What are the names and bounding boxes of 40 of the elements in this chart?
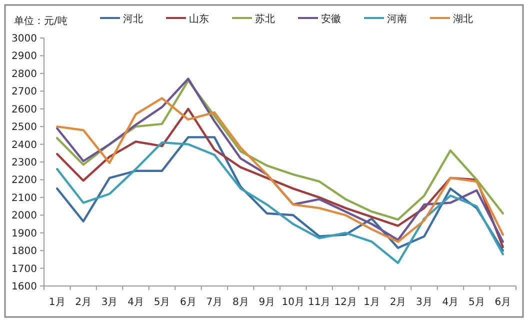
x-tick-label: 10月 <box>282 297 304 308</box>
y-tick-label: 2500 <box>12 122 37 134</box>
x-tick-label: 7月 <box>206 297 223 308</box>
y-tick-label: 1600 <box>12 282 37 292</box>
x-tick-label: 12月 <box>334 297 357 308</box>
y-tick-label: 2400 <box>12 140 37 151</box>
y-tick-label: 2200 <box>12 175 37 186</box>
x-tick-label: 1月 <box>364 297 380 308</box>
legend-label: 河南 <box>387 13 407 25</box>
x-tick-label: 2月 <box>75 297 92 308</box>
legend-label: 河北 <box>123 13 143 25</box>
y-tick-label: 1800 <box>12 246 37 258</box>
x-tick-label: 3月 <box>416 297 432 308</box>
y-tick-label: 1700 <box>12 264 37 275</box>
x-tick-label: 4月 <box>128 297 144 308</box>
y-tick-label: 2100 <box>12 192 37 204</box>
x-tick-label: 6月 <box>180 297 196 308</box>
y-tick-label: 2600 <box>12 104 37 116</box>
x-tick-label: 4月 <box>442 297 459 308</box>
x-tick-label: 8月 <box>232 297 249 308</box>
y-tick-label: 2300 <box>12 158 37 168</box>
x-tick-label: 6月 <box>494 297 512 308</box>
x-tick-label: 2月 <box>390 297 406 308</box>
y-tick-label: 2900 <box>12 51 37 62</box>
legend-label: 山东 <box>189 13 209 25</box>
legend-label: 安徽 <box>321 13 341 25</box>
x-tick-label: 5月 <box>468 297 485 308</box>
x-tick-label: 9月 <box>258 297 276 308</box>
y-tick-label: 2800 <box>12 68 37 80</box>
y-axis-title: 单位：元/吨 <box>14 15 68 27</box>
y-tick-label: 1900 <box>12 228 37 240</box>
y-tick-label: 3000 <box>12 34 37 44</box>
y-tick-label: 2700 <box>12 86 37 98</box>
x-tick-label: 11月 <box>308 297 331 308</box>
x-tick-label: 5月 <box>154 297 170 308</box>
y-tick-label: 2000 <box>12 210 37 222</box>
x-tick-label: 1月 <box>48 297 66 308</box>
x-tick-label: 3月 <box>101 297 118 308</box>
legend-label: 湖北 <box>453 13 473 25</box>
legend-label: 苏北 <box>255 13 275 25</box>
